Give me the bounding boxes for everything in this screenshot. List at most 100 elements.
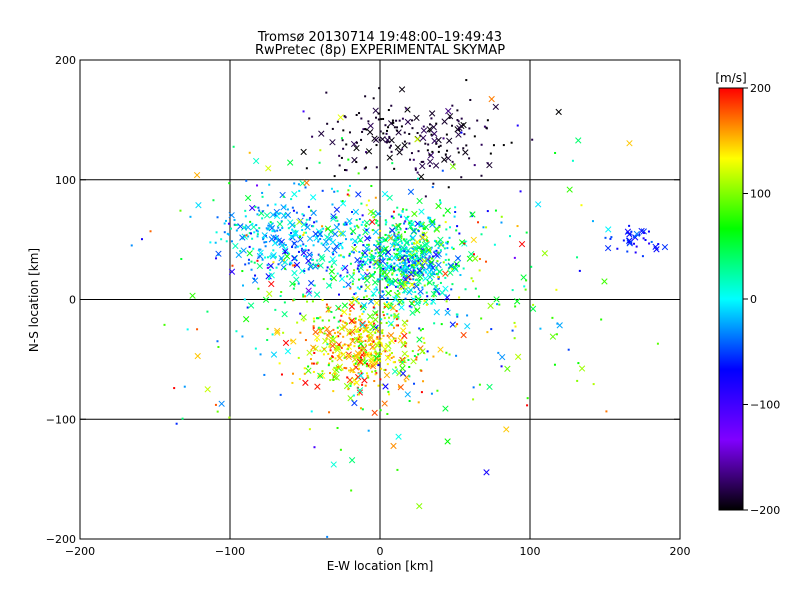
data-point-dot bbox=[485, 127, 488, 130]
data-point-dot bbox=[464, 240, 467, 243]
data-point-dot bbox=[348, 131, 351, 134]
data-point-dot bbox=[459, 274, 462, 277]
data-point-cross bbox=[246, 250, 253, 257]
data-point-cross bbox=[466, 255, 473, 262]
data-point-dot bbox=[489, 152, 492, 155]
data-point-dot bbox=[379, 378, 382, 381]
data-point-dot bbox=[403, 265, 406, 268]
y-tick-label: −100 bbox=[46, 413, 76, 426]
data-point-cross bbox=[391, 368, 399, 375]
data-point-cross bbox=[299, 267, 306, 275]
data-point-dot bbox=[378, 263, 381, 266]
data-point-cross bbox=[305, 287, 312, 294]
data-point-dot bbox=[405, 246, 408, 249]
data-point-dot bbox=[330, 237, 333, 240]
data-point-dot bbox=[299, 244, 302, 247]
data-point-dot bbox=[358, 347, 361, 350]
data-point-cross bbox=[312, 328, 319, 336]
data-point-cross bbox=[215, 250, 222, 257]
data-point-cross bbox=[410, 227, 418, 235]
data-point-dot bbox=[415, 358, 418, 361]
data-point-dot bbox=[513, 337, 516, 340]
data-point-dot bbox=[349, 309, 352, 312]
data-point-dot bbox=[367, 199, 370, 202]
data-point-dot bbox=[337, 320, 340, 323]
data-point-cross bbox=[393, 313, 400, 320]
data-point-dot bbox=[531, 138, 534, 141]
data-point-dot bbox=[526, 397, 529, 400]
data-point-dot bbox=[411, 256, 414, 259]
data-point-dot bbox=[378, 335, 381, 338]
data-point-cross bbox=[300, 148, 307, 156]
data-point-cross bbox=[396, 149, 403, 156]
data-point-dot bbox=[395, 229, 398, 232]
data-point-dot bbox=[301, 229, 304, 232]
data-point-cross bbox=[333, 374, 340, 381]
data-point-cross bbox=[357, 236, 364, 243]
data-point-cross bbox=[408, 281, 416, 288]
data-point-dot bbox=[460, 117, 463, 120]
data-point-dot bbox=[407, 355, 410, 358]
data-point-dot bbox=[429, 249, 432, 252]
data-point-cross bbox=[305, 367, 312, 374]
data-point-dot bbox=[406, 258, 409, 261]
data-point-dot bbox=[364, 289, 367, 292]
data-point-dot bbox=[462, 267, 465, 270]
data-point-dot bbox=[443, 247, 446, 250]
data-point-dot bbox=[373, 266, 376, 269]
data-point-dot bbox=[314, 263, 317, 266]
data-point-dot bbox=[287, 252, 290, 255]
data-point-dot bbox=[425, 303, 428, 306]
data-point-dot bbox=[247, 262, 250, 265]
data-point-dot bbox=[415, 356, 418, 359]
data-point-cross bbox=[265, 165, 272, 172]
data-point-dot bbox=[268, 183, 271, 186]
data-point-dot bbox=[405, 270, 408, 273]
data-point-dot bbox=[409, 227, 412, 230]
data-point-dot bbox=[377, 224, 380, 227]
data-point-dot bbox=[384, 344, 387, 347]
data-point-dot bbox=[311, 258, 314, 261]
data-point-cross bbox=[324, 225, 332, 232]
data-point-cross bbox=[280, 204, 287, 211]
data-point-dot bbox=[267, 278, 270, 281]
data-point-cross bbox=[386, 154, 393, 161]
data-point-dot bbox=[390, 314, 393, 317]
data-point-dot bbox=[256, 235, 259, 238]
data-point-cross bbox=[541, 250, 548, 257]
data-point-dot bbox=[431, 186, 434, 189]
data-point-dot bbox=[395, 310, 398, 313]
data-point-dot bbox=[349, 338, 352, 341]
data-point-dot bbox=[402, 301, 405, 304]
data-point-dot bbox=[303, 231, 306, 234]
data-point-dot bbox=[379, 130, 382, 133]
data-point-dot bbox=[312, 244, 315, 247]
data-point-dot bbox=[490, 328, 493, 331]
data-point-dot bbox=[256, 184, 259, 187]
data-point-dot bbox=[279, 229, 282, 232]
data-point-dot bbox=[380, 241, 383, 244]
data-point-cross bbox=[353, 144, 360, 152]
data-point-dot bbox=[408, 132, 411, 135]
data-point-dot bbox=[402, 238, 405, 241]
data-point-dot bbox=[377, 112, 380, 115]
data-point-dot bbox=[329, 379, 332, 382]
data-point-dot bbox=[423, 284, 426, 287]
data-point-dot bbox=[642, 231, 645, 234]
data-point-dot bbox=[414, 290, 417, 293]
data-point-cross bbox=[387, 332, 395, 339]
data-point-dot bbox=[378, 238, 381, 241]
data-point-dot bbox=[331, 252, 334, 255]
data-point-dot bbox=[456, 315, 459, 318]
data-point-dot bbox=[263, 241, 266, 244]
data-point-dot bbox=[352, 355, 355, 358]
data-point-dot bbox=[274, 308, 277, 311]
data-point-cross bbox=[414, 307, 421, 314]
data-point-dot bbox=[428, 255, 431, 258]
data-point-dot bbox=[436, 260, 439, 263]
data-point-dot bbox=[426, 295, 429, 298]
data-point-cross bbox=[398, 304, 405, 311]
data-point-dot bbox=[375, 313, 378, 316]
data-point-dot bbox=[486, 331, 489, 334]
